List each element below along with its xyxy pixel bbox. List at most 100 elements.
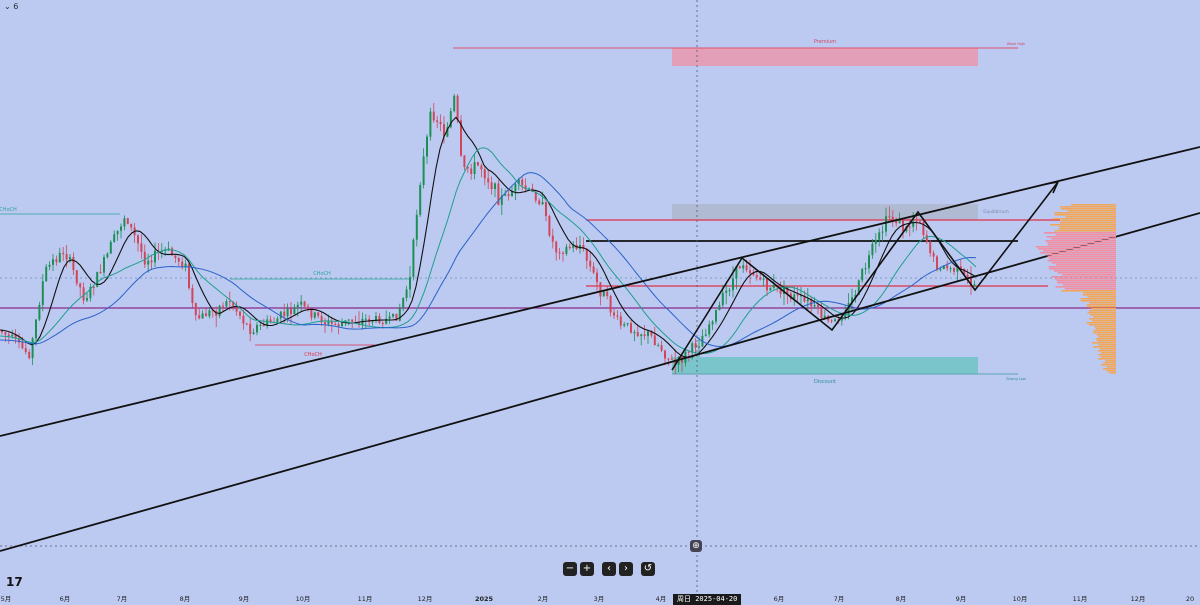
volume-profile-bar	[1061, 290, 1116, 292]
volume-profile-bar	[1046, 236, 1116, 238]
volume-profile-bar	[1095, 328, 1116, 330]
volume-profile-bar	[1093, 330, 1116, 332]
volume-profile-bar	[1044, 232, 1116, 234]
x-axis-tick-label: 10月	[296, 595, 311, 603]
volume-profile-bar	[1047, 244, 1116, 246]
candle-body	[188, 263, 190, 289]
candle-body	[48, 264, 51, 267]
candle-body	[89, 287, 92, 299]
candle-body	[103, 257, 105, 273]
candle-body	[218, 305, 221, 316]
reset-chart-button[interactable]: ↺	[641, 562, 655, 576]
volume-profile-bar	[1056, 280, 1116, 282]
zoom-in-button[interactable]: +	[580, 562, 594, 576]
x-axis-tick-label: 4月	[656, 595, 667, 603]
candle-body	[650, 331, 653, 336]
volume-profile-bar	[1051, 238, 1116, 240]
candle-body	[738, 266, 741, 269]
volume-profile-bar	[1054, 230, 1116, 232]
candle-body	[735, 266, 738, 279]
candle-body	[21, 342, 24, 349]
volume-profile-bar	[1087, 312, 1116, 314]
candle-body	[803, 295, 806, 302]
volume-profile-bar	[1096, 334, 1116, 336]
candle-body	[194, 302, 197, 316]
x-axis-tick-label: 12月	[1131, 595, 1146, 603]
candle-body	[657, 345, 660, 347]
symbol-menu[interactable]: ⌄ 6	[4, 2, 19, 11]
candle-body	[38, 304, 41, 320]
x-axis-tick-label: 7月	[834, 595, 845, 603]
x-axis-tick-label: 2月	[538, 595, 549, 603]
scroll-right-button[interactable]: ›	[619, 562, 633, 576]
candle-body	[456, 95, 459, 121]
volume-profile-bar	[1105, 360, 1116, 362]
weak-high-label: Weak High	[1007, 42, 1026, 46]
tradingview-logo[interactable]: 17	[6, 575, 23, 589]
candle-body	[609, 295, 612, 313]
zoom-out-button[interactable]: −	[563, 562, 577, 576]
volume-profile	[1036, 204, 1116, 374]
volume-profile-bar	[1049, 258, 1116, 260]
candle-body	[936, 256, 938, 270]
candle-body	[429, 111, 432, 137]
volume-profile-bar	[1106, 370, 1116, 372]
volume-profile-bar	[1042, 250, 1116, 252]
premium-zone	[672, 48, 978, 66]
candle-body	[497, 183, 500, 205]
volume-profile-bar	[1092, 346, 1116, 348]
candle-body	[565, 246, 568, 254]
candle-body	[130, 223, 133, 228]
candle-body	[31, 338, 34, 359]
candle-body	[956, 266, 959, 272]
candle-body	[327, 321, 330, 325]
candle-body	[109, 241, 112, 254]
candle-body	[599, 282, 602, 297]
volume-profile-bar	[1059, 226, 1116, 228]
candle-body	[473, 162, 476, 174]
candle-body	[242, 315, 245, 324]
candle-body	[303, 301, 306, 307]
candle-body	[524, 185, 527, 190]
candle-body	[667, 358, 670, 360]
candle-body	[55, 259, 58, 263]
candle-body	[296, 304, 299, 308]
candle-body	[449, 111, 452, 128]
candle-body	[375, 315, 377, 322]
volume-profile-bar	[1036, 246, 1116, 248]
volume-profile-bar	[1065, 216, 1116, 218]
candle-body	[143, 251, 146, 265]
candle-body	[970, 277, 972, 286]
volume-profile-bar	[1093, 316, 1116, 318]
candle-body	[613, 312, 615, 316]
candle-body	[891, 216, 894, 220]
candle-body	[718, 305, 721, 311]
projection-arrowhead	[1045, 181, 1059, 194]
volume-profile-bar	[1051, 262, 1116, 264]
candle-body	[140, 243, 143, 252]
candle-body	[929, 241, 932, 253]
x-axis-tick-label: 12月	[418, 595, 433, 603]
volume-profile-bar	[1094, 326, 1116, 328]
candle-body	[405, 289, 408, 298]
candle-body	[966, 274, 969, 278]
volume-profile-bar	[1055, 234, 1116, 236]
candle-body	[616, 315, 619, 317]
candle-body	[619, 316, 622, 326]
scroll-left-button[interactable]: ‹	[602, 562, 616, 576]
candle-body	[62, 252, 65, 255]
candle-body	[106, 253, 109, 258]
candle-body	[317, 312, 320, 316]
discount-zone	[672, 357, 978, 374]
crosshair-handle-icon[interactable]: ⊕	[690, 540, 702, 552]
candle-body	[912, 221, 915, 227]
candle-body	[973, 284, 976, 286]
candle-body	[412, 239, 415, 277]
candle-body	[470, 168, 473, 174]
candle-body	[670, 358, 673, 360]
candle-body	[939, 269, 942, 271]
candle-body	[330, 321, 333, 324]
candle-body	[480, 165, 483, 170]
